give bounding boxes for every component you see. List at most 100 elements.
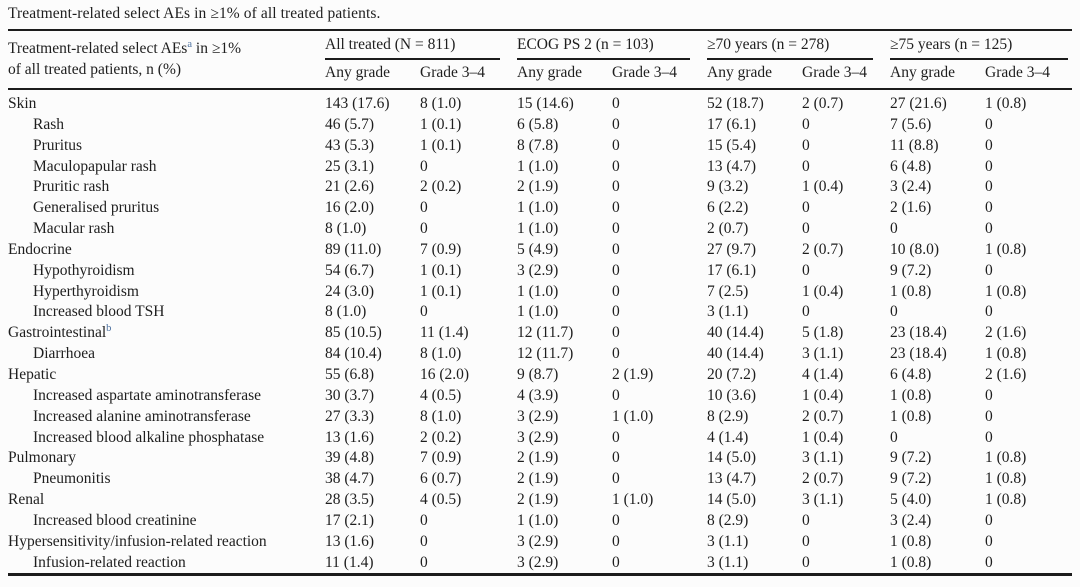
cell-value: 0	[985, 115, 993, 133]
subheader-any-grade: Any grade	[890, 64, 955, 81]
cell-value: 0	[802, 115, 810, 133]
cell-value: 0	[612, 95, 620, 112]
subheader-grade-3-4: Grade 3–4	[420, 64, 485, 81]
cell-value: 13 (4.7)	[707, 470, 757, 488]
cell-value: 2 (0.2)	[420, 178, 462, 196]
table-row: Maculopapular rash 25 (3.1) 0 1 (1.0) 0 …	[8, 157, 1072, 178]
group-header-70-years: ≥70 years (n = 278)	[707, 30, 890, 60]
cell-value: 10 (3.6)	[707, 386, 757, 404]
cell-value: 3 (2.4)	[890, 178, 932, 196]
row-label-text: Infusion-related reaction	[33, 553, 186, 571]
cell-value: 1 (1.0)	[517, 303, 559, 321]
cell-value: 1 (0.4)	[802, 428, 844, 446]
cell-value: 0	[420, 511, 428, 529]
cell-value: 25 (3.1)	[325, 157, 375, 175]
cell-value: 14 (5.0)	[707, 449, 757, 467]
cell-value: 0	[802, 199, 810, 217]
row-label: Rash	[8, 115, 325, 136]
cell-value: 11 (1.4)	[420, 324, 469, 342]
table-row: Gastrointestinalb 85 (10.5) 11 (1.4) 12 …	[8, 323, 1072, 344]
table-row: Rash 46 (5.7) 1 (0.1) 6 (5.8) 0 17 (6.1)…	[8, 115, 1072, 136]
cell-value: 40 (14.4)	[707, 345, 764, 363]
subheader-row: Any grade Grade 3–4 Any grade Grade 3–4 …	[8, 60, 1072, 89]
cell-value: 0	[612, 324, 620, 342]
cell-value: 23 (18.4)	[890, 324, 947, 342]
table-header: Treatment-related select AEsa in ≥1% of a…	[8, 30, 1072, 89]
cell-value: 11 (8.8)	[890, 136, 939, 154]
cell-value: 0	[985, 386, 993, 404]
table-row: Renal 28 (3.5) 4 (0.5) 2 (1.9) 1 (1.0) 1…	[8, 490, 1072, 511]
cell-value: 1 (0.8)	[985, 240, 1027, 258]
cell-value: 0	[985, 136, 993, 154]
footnote-marker-a: a	[187, 38, 193, 50]
row-label: Generalised pruritus	[8, 198, 325, 219]
cell-value: 8 (1.0)	[325, 220, 367, 238]
group-label-ecog-ps2: ECOG PS 2 (n = 103)	[517, 36, 690, 60]
cell-value: 54 (6.7)	[325, 261, 375, 279]
cell-value: 0	[890, 428, 898, 446]
cell-value: 2 (1.9)	[517, 470, 559, 488]
cell-value: 0	[612, 240, 620, 258]
table-caption: Treatment-related select AEs in ≥1% of a…	[8, 5, 381, 22]
cell-value: 0	[802, 157, 810, 175]
table-row: Macular rash 8 (1.0) 0 1 (1.0) 0 2 (0.7)…	[8, 219, 1072, 240]
cell-value: 15 (5.4)	[707, 136, 757, 154]
cell-value: 12 (11.7)	[517, 324, 574, 342]
cell-value: 3 (1.1)	[707, 303, 749, 321]
row-label-text: Skin	[8, 95, 37, 112]
cell-value: 0	[985, 157, 993, 175]
subheader-grade-3-4: Grade 3–4	[612, 64, 677, 81]
cell-value: 55 (6.8)	[325, 365, 375, 383]
cell-value: 2 (0.7)	[802, 407, 844, 425]
row-label-text: Pulmonary	[8, 449, 77, 467]
cell-value: 0	[612, 449, 620, 467]
group-label-all-treated: All treated (N = 811)	[325, 36, 500, 60]
row-label-text: Increased blood TSH	[33, 303, 165, 321]
row-label: Increased blood creatinine	[8, 511, 325, 532]
cell-value: 17 (6.1)	[707, 115, 757, 133]
cell-value: 6 (4.8)	[890, 365, 932, 383]
row-label-text: Hypothyroidism	[33, 261, 135, 279]
cell-value: 13 (1.6)	[325, 532, 375, 550]
table-row: Hepatic 55 (6.8) 16 (2.0) 9 (8.7) 2 (1.9…	[8, 365, 1072, 386]
cell-value: 1 (0.1)	[420, 136, 462, 154]
table-row: Generalised pruritus 16 (2.0) 0 1 (1.0) …	[8, 198, 1072, 219]
cell-value: 0	[612, 303, 620, 321]
cell-value: 6 (4.8)	[890, 157, 932, 175]
cell-value: 1 (0.4)	[802, 386, 844, 404]
cell-value: 9 (7.2)	[890, 449, 932, 467]
row-label: Renal	[8, 490, 325, 511]
cell-value: 1 (0.4)	[802, 178, 844, 196]
cell-value: 0	[420, 532, 428, 550]
row-label: Increased blood TSH	[8, 302, 325, 323]
cell-value: 0	[985, 303, 993, 321]
cell-value: 1 (0.4)	[802, 282, 844, 300]
row-label: Pneumonitis	[8, 469, 325, 490]
table-row: Pruritic rash 21 (2.6) 2 (0.2) 2 (1.9) 0…	[8, 177, 1072, 198]
row-label: Skin	[8, 89, 325, 115]
cell-value: 0	[612, 428, 620, 446]
cell-value: 5 (4.9)	[517, 240, 559, 258]
stub-header-line1-pre: Treatment-related select AEs	[8, 40, 188, 57]
row-label: Diarrhoea	[8, 344, 325, 365]
cell-value: 0	[612, 532, 620, 550]
cell-value: 85 (10.5)	[325, 324, 382, 342]
cell-value: 0	[612, 261, 620, 279]
cell-value: 1 (1.0)	[517, 511, 559, 529]
row-label-text: Renal	[8, 491, 45, 509]
cell-value: 1 (0.8)	[890, 386, 932, 404]
cell-value: 0	[985, 553, 993, 571]
table-row: Hypothyroidism 54 (6.7) 1 (0.1) 3 (2.9) …	[8, 261, 1072, 282]
cell-value: 6 (5.8)	[517, 115, 559, 133]
cell-value: 0	[612, 511, 620, 529]
cell-value: 10 (8.0)	[890, 240, 940, 258]
cell-value: 2 (1.6)	[890, 199, 932, 217]
cell-value: 8 (1.0)	[325, 303, 367, 321]
cell-value: 0	[985, 220, 993, 238]
cell-value: 0	[802, 532, 810, 550]
cell-value: 2 (1.9)	[517, 491, 559, 509]
cell-value: 0	[420, 303, 428, 321]
table-row: Hyperthyroidism 24 (3.0) 1 (0.1) 1 (1.0)…	[8, 282, 1072, 303]
cell-value: 23 (18.4)	[890, 345, 947, 363]
